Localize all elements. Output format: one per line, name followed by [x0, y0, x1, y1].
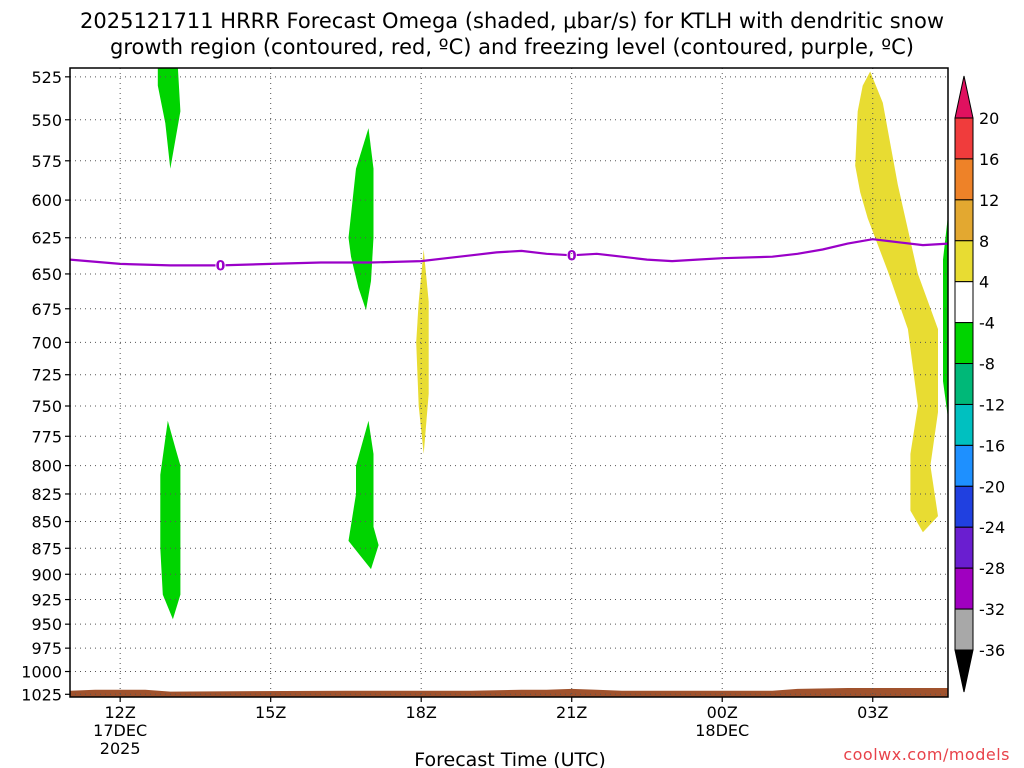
y-tick-label: 1000 — [21, 663, 62, 682]
x-tick-sublabel: 2025 — [100, 739, 141, 758]
colorbar-bin-5 — [954, 281, 974, 324]
colorbar: 20 16 12 8 4 -4 -8 -12 -16 -20 -24 -28 -32 -36 — [954, 75, 1005, 693]
x-tick-label: 03Z — [857, 703, 888, 722]
x-tick-label: 00Z — [707, 703, 738, 722]
y-tick-label: 550 — [31, 111, 62, 130]
terrain-fill — [70, 688, 948, 697]
freezing-label-bg-1 — [215, 258, 226, 273]
colorbar-bin-6 — [954, 322, 974, 365]
colorbar-label: -12 — [979, 395, 1005, 414]
omega-region-4 — [160, 420, 181, 620]
y-tick-label: 575 — [31, 152, 62, 171]
colorbar-label: 4 — [979, 273, 989, 292]
colorbar-top-arrow — [954, 75, 974, 119]
plot-frame — [69, 67, 949, 698]
colorbar-label: -28 — [979, 559, 1005, 578]
colorbar-bin-8 — [954, 403, 974, 446]
colorbar-bin-4 — [954, 240, 974, 283]
omega-region-3 — [416, 249, 429, 454]
y-tick-label: 525 — [31, 68, 62, 87]
y-tick-label: 750 — [31, 397, 62, 416]
y-tick-label: 700 — [31, 333, 62, 352]
y-tick-label: 600 — [31, 191, 62, 210]
title-line-1: 2025121711 HRRR Forecast Omega (shaded, … — [80, 9, 944, 33]
colorbar-label: 8 — [979, 232, 989, 251]
x-tick-label: 21Z — [556, 703, 587, 722]
y-tick-label: 625 — [31, 229, 62, 248]
colorbar-bottom-arrow — [954, 649, 974, 693]
colorbar-label: 16 — [979, 150, 999, 169]
x-axis-label: Forecast Time (UTC) — [414, 749, 605, 768]
y-axis: 525 550 575 600 625 650 675 700 725 750 775 800 825 8… — [21, 68, 70, 704]
colorbar-bin-11 — [954, 526, 974, 569]
omega-region-5 — [348, 420, 379, 570]
colorbar-label: -32 — [979, 600, 1005, 619]
omega-region-1 — [157, 68, 181, 169]
colorbar-label: -8 — [979, 355, 995, 374]
y-tick-label: 925 — [31, 591, 62, 610]
x-tick-label: 18Z — [406, 703, 437, 722]
freezing-level-label: 0 — [216, 258, 226, 274]
freezing-level-label: 0 — [567, 248, 577, 264]
omega-region-6 — [855, 71, 938, 533]
colorbar-bin-3 — [954, 199, 974, 242]
title-line-2: growth region (contoured, red, ºC) and f… — [110, 35, 914, 59]
colorbar-label: -36 — [979, 641, 1005, 660]
y-tick-label: 850 — [31, 513, 62, 532]
y-tick-label: 825 — [31, 485, 62, 504]
grid-lines — [69, 67, 949, 698]
x-tick-sublabel: 17DEC — [93, 721, 147, 740]
colorbar-bin-1 — [954, 117, 974, 160]
colorbar-bin-9 — [954, 444, 974, 487]
y-tick-label: 950 — [31, 615, 62, 634]
y-tick-label: 900 — [31, 565, 62, 584]
colorbar-bin-7 — [954, 363, 974, 405]
colorbar-bin-10 — [954, 485, 974, 528]
x-tick-sublabel: 18DEC — [695, 721, 749, 740]
colorbar-label: -16 — [979, 436, 1005, 455]
y-tick-label: 1025 — [21, 685, 62, 704]
x-tick-label: 15Z — [255, 703, 286, 722]
freezing-label-bg-2 — [566, 248, 577, 263]
y-tick-label: 675 — [31, 300, 62, 319]
y-tick-label: 650 — [31, 265, 62, 284]
y-tick-label: 975 — [31, 639, 62, 658]
y-tick-label: 875 — [31, 539, 62, 558]
colorbar-label: -24 — [979, 518, 1005, 537]
colorbar-label: -4 — [979, 314, 995, 333]
y-tick-label: 725 — [31, 366, 62, 385]
colorbar-label: -20 — [979, 477, 1005, 496]
chart-title: 2025121711 HRRR Forecast Omega (shaded, … — [0, 8, 1024, 60]
colorbar-bin-13 — [954, 608, 974, 651]
y-tick-label: 800 — [31, 457, 62, 476]
plot-content: 00 — [70, 68, 948, 697]
colorbar-bin-2 — [954, 158, 974, 201]
plot-area: 00 — [70, 68, 948, 697]
colorbar-label: 12 — [979, 191, 999, 210]
colorbar-label: 20 — [979, 109, 999, 128]
freezing-level-line — [70, 238, 948, 267]
y-tick-label: 775 — [31, 427, 62, 446]
credit-text: coolwx.com/models — [843, 745, 1010, 764]
colorbar-bin-12 — [954, 567, 974, 610]
omega-region-7 — [943, 215, 948, 419]
omega-region-2 — [348, 128, 374, 311]
x-tick-label: 12Z — [105, 703, 136, 722]
